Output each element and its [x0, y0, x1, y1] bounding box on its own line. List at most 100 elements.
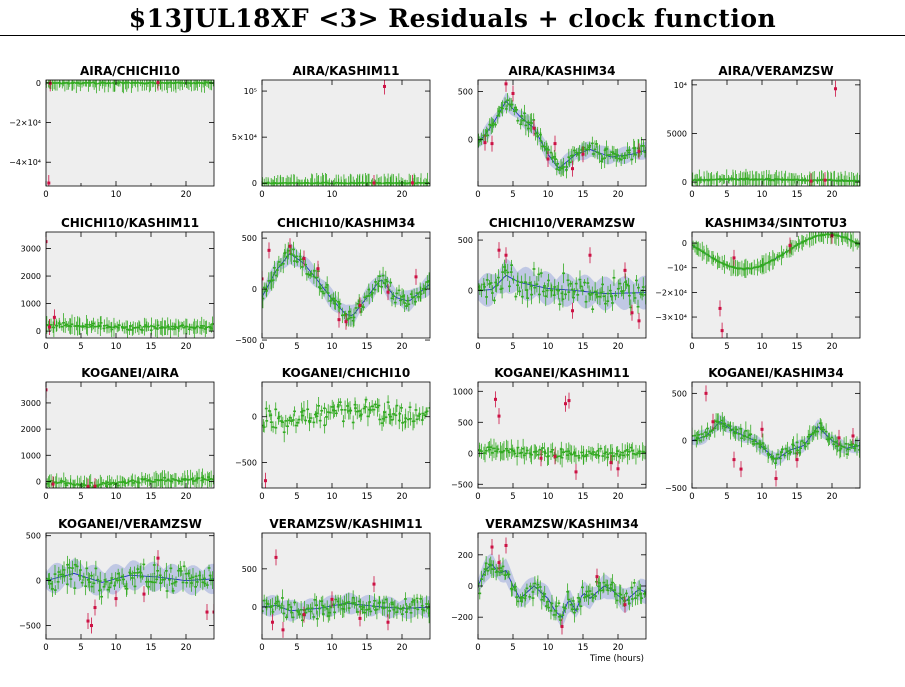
outlier-point — [386, 620, 390, 624]
outlier-point — [560, 625, 564, 629]
outlier-point — [142, 592, 146, 596]
outlier-point — [504, 543, 508, 547]
outlier-point — [47, 181, 51, 185]
chart-title: KOGANEI/KASHIM34 — [708, 366, 844, 380]
y-tick-label: 500 — [242, 565, 257, 574]
x-tick-label: 5 — [294, 492, 299, 502]
outlier-point — [718, 306, 722, 310]
data-layer — [46, 233, 214, 338]
chart-title: KASHIM34/SINTOTU3 — [705, 216, 848, 230]
outlier-point — [48, 325, 51, 329]
x-tick-label: 5 — [510, 190, 515, 200]
plot-area — [46, 382, 214, 488]
plot-area — [262, 80, 430, 186]
x-tick-label: 5 — [78, 342, 83, 352]
x-tick-label: 0 — [259, 342, 264, 352]
x-tick-label: 15 — [146, 492, 157, 502]
outlier-point — [372, 582, 376, 586]
y-tick-label: −500 — [235, 458, 257, 467]
outlier-point — [532, 126, 536, 130]
x-tick-label: 20 — [181, 492, 192, 502]
x-axis-label: Time (hours) — [589, 654, 644, 664]
y-tick-label: 3000 — [21, 245, 41, 254]
y-tick-label: 500 — [458, 88, 473, 97]
outlier-point — [93, 484, 97, 488]
y-tick-label: −500 — [451, 480, 473, 489]
data-layer — [478, 242, 646, 329]
chart-title: CHICHI10/VERAMZSW — [489, 216, 635, 230]
x-tick-label: 15 — [362, 342, 373, 352]
plot-frame — [691, 381, 861, 489]
outlier-point — [46, 388, 48, 392]
outlier-point — [539, 456, 543, 460]
x-tick-label: 15 — [362, 643, 373, 653]
outlier-point — [271, 620, 274, 624]
outlier-point — [114, 597, 118, 601]
outlier-point — [497, 248, 501, 252]
plot-frame — [261, 381, 431, 489]
y-tick-label: −500 — [19, 622, 41, 631]
y-tick-label: 5000 — [667, 129, 687, 138]
y-tick-label: 500 — [242, 234, 257, 243]
outlier-point — [623, 603, 627, 607]
outlier-point — [588, 253, 592, 257]
y-tick-label: −10⁴ — [667, 264, 687, 273]
x-tick-label: 10 — [327, 643, 338, 653]
x-tick-label: 15 — [146, 643, 157, 653]
outlier-point — [732, 458, 736, 462]
chart-panel-14: 0 5 10 15 20 500 0 VERAMZSW/KASHIM11 — [242, 517, 431, 653]
data-layer — [46, 382, 214, 488]
outlier-point — [553, 142, 557, 146]
outlier-point — [267, 248, 271, 252]
outlier-point — [574, 470, 578, 474]
data-layer — [478, 80, 646, 179]
outlier-point — [823, 178, 827, 182]
plot-frame — [45, 79, 215, 187]
chart-title: KOGANEI/AIRA — [81, 366, 179, 380]
outlier-point — [358, 616, 362, 620]
plot-frame — [261, 532, 431, 640]
y-tick-label: 500 — [458, 236, 473, 245]
chart-panel-1: 0 10 20 0 −2×10⁴ −4×10⁴ AIRA/CHICHI10 — [9, 64, 215, 200]
plot-area — [262, 533, 430, 639]
x-tick-label: 20 — [397, 190, 408, 200]
data-layer — [46, 80, 214, 186]
outlier-point — [720, 329, 724, 333]
x-tick-label: 10 — [543, 190, 554, 200]
chart-panel-7: 0 5 10 15 20 500 0 CHICHI10/VERAMZSW — [458, 216, 647, 352]
plot-frame — [691, 79, 861, 187]
outlier-point — [490, 142, 494, 146]
x-tick-label: 15 — [792, 342, 803, 352]
x-tick-label: 10 — [111, 492, 122, 502]
plot-frame — [477, 381, 647, 489]
y-tick-label: 1000 — [21, 300, 41, 309]
outlier-point — [156, 556, 160, 560]
plot-frame — [261, 79, 431, 187]
outlier-point — [372, 181, 376, 185]
x-tick-label: 0 — [689, 492, 694, 502]
plot-frame — [45, 532, 215, 640]
y-tick-label: 10⁵ — [244, 87, 257, 96]
y-tick-label: −4×10⁴ — [9, 158, 41, 167]
plot-frame — [691, 231, 861, 339]
plot-frame — [477, 231, 647, 339]
x-tick-label: 20 — [613, 190, 624, 200]
chart-title: CHICHI10/KASHIM34 — [277, 216, 415, 230]
outlier-point — [494, 397, 497, 401]
y-tick-label: 0 — [36, 79, 41, 88]
x-tick-label: 20 — [397, 643, 408, 653]
data-layer — [692, 232, 860, 338]
outlier-point — [637, 149, 641, 153]
y-tick-label: 0 — [36, 327, 41, 336]
chart-title: KOGANEI/CHICHI10 — [282, 366, 411, 380]
data-layer — [262, 238, 430, 330]
plot-area — [262, 382, 430, 488]
outlier-point — [581, 152, 585, 156]
page-title: $13JUL18XF <3> Residuals + clock functio… — [128, 4, 777, 33]
chart-title: AIRA/VERAMZSW — [718, 64, 833, 78]
outlier-point — [760, 427, 764, 431]
outlier-point — [497, 561, 501, 565]
y-tick-label: 5×10⁴ — [232, 133, 257, 142]
